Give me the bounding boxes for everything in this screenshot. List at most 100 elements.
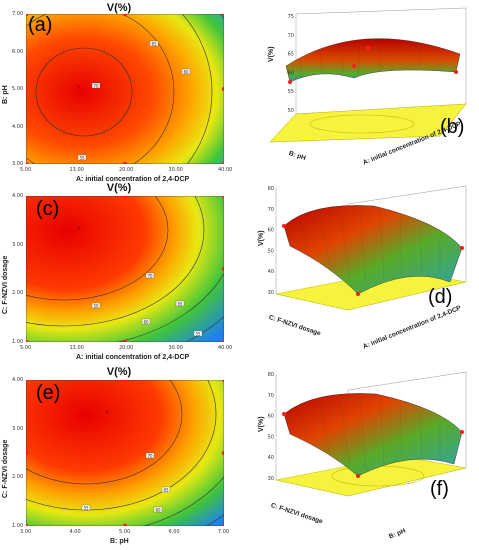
optimum-marker: × — [105, 410, 109, 416]
contour-label: 60 — [183, 70, 189, 75]
x-tick-label: 30.00 — [168, 345, 183, 351]
y-tick-label: 5.00 — [12, 86, 24, 92]
y-tick-label: 3.00 — [12, 241, 24, 248]
y-tick-label: 1.00 — [12, 523, 24, 529]
design-point — [221, 380, 224, 383]
design-point — [26, 380, 29, 383]
design-point — [288, 80, 292, 84]
contour-label: 60 — [143, 320, 149, 325]
panel-e-title: V(%) — [106, 366, 132, 378]
y-tick-label: 2.00 — [12, 474, 24, 481]
z-tick-label: 65 — [288, 52, 294, 58]
z-tick-label: 55 — [288, 89, 294, 95]
y-tick-label: 4.00 — [12, 377, 24, 383]
x-tick-label: 13.00 — [69, 167, 84, 173]
z-tick-label: 40 — [268, 269, 274, 275]
x-tick-label: 4.00 — [69, 529, 81, 535]
z-tick-label: 60 — [268, 414, 274, 420]
panel-a-ylabel: B: pH — [2, 85, 9, 104]
panel-e-letter: (e) — [36, 382, 61, 404]
contour-label: 70 — [93, 84, 99, 89]
contour-plot-e: 70 65 60 55 × — [26, 380, 224, 526]
contour-plot-a: 70 65 60 55 × — [26, 14, 224, 164]
panel-d-zlabel: V(%) — [258, 230, 265, 246]
design-point — [221, 450, 224, 456]
z-tick-label: 50 — [288, 108, 294, 114]
design-point — [221, 339, 224, 342]
design-point — [221, 523, 224, 526]
x-tick-label: 40.00 — [218, 345, 233, 351]
x-tick-label: 20.00 — [119, 345, 134, 351]
design-point — [221, 266, 224, 272]
z-tick-label: 80 — [268, 186, 274, 192]
panel-e-xlabel: B: pH — [110, 538, 129, 545]
design-point — [26, 161, 29, 164]
contour-label: 50 — [93, 304, 99, 309]
design-point — [26, 266, 29, 272]
z-ticks: 30 40 50 60 70 80 — [268, 186, 274, 296]
design-point — [26, 339, 29, 342]
contour-plot-c: 70 65 60 55 50 × — [26, 196, 224, 342]
y-tick-label: 3.00 — [12, 425, 24, 432]
z-tick-label: 30 — [268, 476, 274, 482]
panel-a-xlabel: A: initial concentration of 2,4-DCP — [76, 176, 190, 183]
z-tick-label: 50 — [268, 434, 274, 440]
design-point — [26, 86, 29, 92]
design-point — [221, 196, 224, 199]
x-tick-label: 7.00 — [218, 529, 230, 535]
x-tick-label: 30.00 — [168, 167, 183, 173]
design-point — [122, 161, 128, 164]
x-tick-label: 6.00 — [168, 529, 180, 535]
design-point — [26, 450, 29, 456]
panel-c-ylabel: C: F-NZVI dosage — [2, 255, 9, 314]
x-tick-label: 5.00 — [119, 529, 131, 535]
contour-label: 70 — [147, 454, 153, 459]
panel-c-xlabel: A: initial concentration of 2,4-DCP — [76, 354, 190, 361]
x-tick-label: 13.00 — [69, 345, 84, 351]
y-tick-label: 6.00 — [12, 48, 24, 55]
design-point — [122, 196, 128, 199]
z-tick-label: 70 — [268, 207, 274, 213]
design-point — [356, 474, 360, 478]
design-point — [122, 523, 128, 526]
panel-a-letter: (a) — [28, 14, 53, 36]
contour-label: 55 — [79, 156, 85, 161]
optimum-marker: × — [77, 85, 81, 91]
contour-label: 60 — [155, 508, 161, 513]
surface-plot-b: 50 55 60 65 70 75 — [269, 7, 467, 143]
design-point — [221, 86, 224, 92]
contour-label: 70 — [147, 274, 153, 279]
z-tick-label: 75 — [288, 14, 294, 20]
contour-label: 55 — [83, 506, 89, 511]
y-tick-label: 2.00 — [12, 290, 24, 297]
y-tick-label: 3.00 — [12, 161, 24, 167]
design-point — [356, 292, 360, 296]
panel-c-title: V(%) — [106, 182, 132, 194]
design-point — [26, 523, 29, 526]
panel-e-ylabel: C: F-NZVI dosage — [2, 439, 9, 498]
design-point — [122, 14, 128, 17]
design-point — [221, 161, 224, 164]
y-tick-label: 4.00 — [12, 193, 24, 199]
design-point — [352, 64, 356, 68]
z-ticks: 30 40 50 60 70 80 — [268, 372, 274, 482]
panel-b-zlabel: V(%) — [268, 46, 275, 62]
design-point — [26, 196, 29, 199]
design-point — [221, 14, 224, 17]
x-tick-label: 5.00 — [20, 167, 32, 173]
z-tick-label: 70 — [288, 33, 294, 39]
panel-a-title: V(%) — [106, 2, 132, 14]
y-tick-label: 4.00 — [12, 123, 24, 130]
z-tick-label: 70 — [268, 393, 274, 399]
contour-label: 55 — [195, 332, 201, 337]
y-tick-label: 1.00 — [12, 339, 24, 345]
z-tick-label: 60 — [268, 228, 274, 234]
design-point — [26, 14, 29, 17]
design-point — [282, 224, 286, 228]
z-tick-label: 80 — [268, 372, 274, 378]
x-tick-label: 3.00 — [20, 529, 32, 535]
x-tick-label: 20.00 — [119, 167, 134, 173]
design-point — [460, 246, 464, 250]
design-point — [122, 339, 128, 342]
z-tick-label: 40 — [268, 455, 274, 461]
